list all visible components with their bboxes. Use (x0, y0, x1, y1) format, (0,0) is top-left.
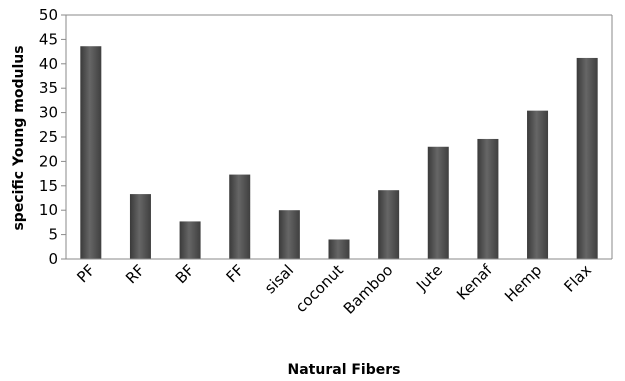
y-tick-label: 10 (39, 201, 58, 219)
x-tick-label: BF (172, 261, 198, 287)
bar-ff (229, 174, 251, 259)
x-tick-label: Flax (560, 261, 595, 296)
bars (80, 46, 598, 260)
bar-sisal (278, 210, 300, 259)
bar-pf (80, 46, 102, 260)
y-tick-label: 15 (39, 177, 58, 195)
x-tick-label: Bamboo (340, 261, 397, 318)
bar-bamboo (378, 190, 400, 259)
bar-kenaf (477, 138, 499, 259)
y-tick-label: 35 (39, 79, 58, 97)
y-axis-title: specific Young modulus (11, 45, 27, 230)
x-tick-label: Jute (412, 261, 446, 295)
x-tick-label: Kenaf (453, 261, 496, 304)
x-tick-label: PF (73, 261, 98, 286)
bar-coconut (328, 239, 350, 259)
x-tick-label: RF (122, 261, 148, 287)
y-tick-label: 45 (39, 30, 58, 48)
x-tick-label: sisal (261, 261, 297, 297)
x-tick-label: Hemp (501, 261, 545, 305)
y-tick-label: 30 (39, 104, 58, 122)
y-tick-label: 0 (48, 250, 58, 268)
bar-jute (427, 146, 449, 259)
bar-hemp (527, 110, 549, 259)
y-tick-label: 50 (39, 6, 58, 24)
bar-rf (129, 194, 151, 259)
y-tick-label: 20 (39, 152, 58, 170)
y-tick-label: 25 (39, 128, 58, 146)
y-tick-label: 40 (39, 55, 58, 73)
bar-flax (576, 57, 598, 259)
y-tick-label: 5 (48, 226, 58, 244)
x-axis-title: Natural Fibers (288, 362, 401, 378)
bar-bf (179, 221, 201, 259)
y-axis-ticks: 0 5 10 15 20 25 30 35 40 45 50 (39, 6, 66, 268)
x-tick-label: coconut (292, 261, 347, 316)
x-tick-label: FF (223, 261, 248, 286)
